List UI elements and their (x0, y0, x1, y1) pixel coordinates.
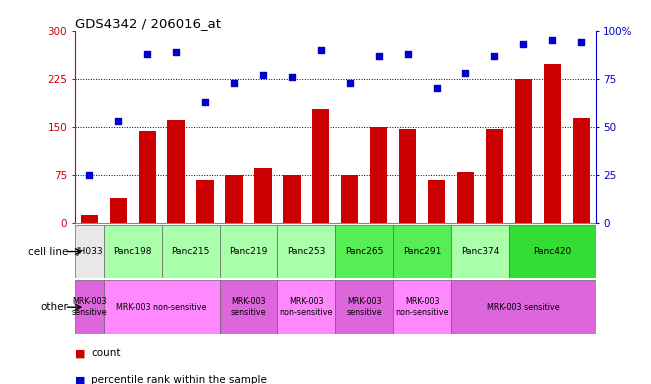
Bar (219, 225, 277, 278)
Bar (312, 109, 329, 223)
Bar (75, 225, 104, 278)
Point (576, 39, 587, 45)
Text: MRK-003
sensitive: MRK-003 sensitive (230, 298, 266, 317)
Point (171, 49, 182, 55)
Bar (277, 280, 335, 334)
Text: count: count (91, 348, 120, 358)
Bar (544, 64, 561, 223)
Text: Panc198: Panc198 (113, 247, 152, 256)
Bar (277, 225, 335, 278)
Point (258, 72, 268, 78)
Point (84, 172, 94, 178)
Text: ■: ■ (75, 375, 85, 384)
Point (432, 85, 442, 91)
Bar (428, 180, 445, 223)
Text: JH033: JH033 (76, 247, 103, 256)
Bar (370, 127, 387, 223)
Text: MRK-003
non-sensitive: MRK-003 non-sensitive (395, 298, 449, 317)
Text: MRK-003
non-sensitive: MRK-003 non-sensitive (279, 298, 333, 317)
Point (460, 70, 471, 76)
Bar (109, 199, 127, 223)
Point (518, 41, 529, 47)
Text: Panc219: Panc219 (229, 247, 268, 256)
Text: ■: ■ (75, 348, 85, 358)
Text: other: other (40, 302, 68, 312)
Bar (81, 215, 98, 223)
Bar (341, 175, 359, 223)
Point (547, 37, 557, 43)
Bar (457, 172, 474, 223)
Point (402, 51, 413, 57)
Text: MRK-003
sensitive: MRK-003 sensitive (72, 298, 107, 317)
Text: Panc253: Panc253 (287, 247, 326, 256)
Bar (572, 118, 590, 223)
Point (113, 118, 124, 124)
Bar (393, 225, 451, 278)
Bar (104, 280, 219, 334)
Point (344, 79, 355, 86)
Text: Panc265: Panc265 (345, 247, 383, 256)
Text: Panc374: Panc374 (461, 247, 499, 256)
Bar (104, 225, 161, 278)
Bar (255, 168, 271, 223)
Bar (515, 79, 532, 223)
Bar (335, 280, 393, 334)
Bar (451, 280, 596, 334)
Bar (335, 225, 393, 278)
Bar (167, 120, 185, 223)
Text: MRK-003
sensitive: MRK-003 sensitive (346, 298, 382, 317)
Text: cell line: cell line (28, 247, 68, 257)
Bar (161, 225, 219, 278)
Bar (399, 129, 416, 223)
Text: GDS4342 / 206016_at: GDS4342 / 206016_at (75, 17, 221, 30)
Bar (393, 280, 451, 334)
Text: MRK-003 sensitive: MRK-003 sensitive (487, 303, 560, 312)
Text: MRK-003 non-sensitive: MRK-003 non-sensitive (117, 303, 207, 312)
Point (374, 53, 384, 59)
Text: Panc291: Panc291 (403, 247, 441, 256)
Point (142, 51, 152, 57)
Point (489, 53, 499, 59)
Bar (451, 225, 509, 278)
Bar (486, 129, 503, 223)
Bar (225, 175, 243, 223)
Point (200, 99, 210, 105)
Bar (139, 131, 156, 223)
Point (316, 47, 326, 53)
Bar (509, 225, 596, 278)
Text: percentile rank within the sample: percentile rank within the sample (91, 375, 267, 384)
Bar (197, 180, 214, 223)
Bar (219, 280, 277, 334)
Point (229, 79, 239, 86)
Bar (283, 175, 301, 223)
Text: Panc215: Panc215 (171, 247, 210, 256)
Text: Panc420: Panc420 (533, 247, 572, 256)
Point (286, 74, 297, 80)
Bar (75, 280, 104, 334)
